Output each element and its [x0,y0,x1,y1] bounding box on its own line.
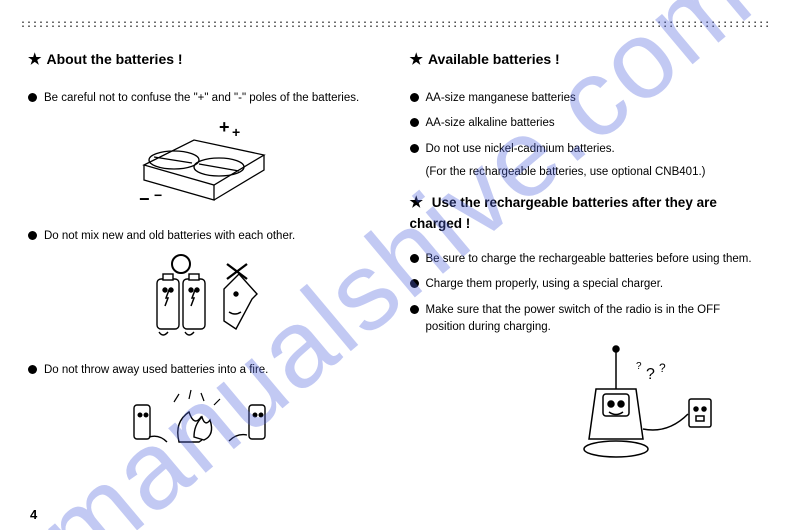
bullet-icon [28,365,37,374]
bullet-manganese: AA-size manganese batteries [410,90,762,107]
bullet-power-off: Make sure that the power switch of the r… [410,302,762,337]
bullet-special-charger: Charge them properly, using a special ch… [410,276,762,293]
page-content: ★ About the batteries ! Be careful not to… [28,50,761,520]
bullet-nicad: Do not use nickel-cadmium batteries. [410,141,762,158]
illustration-radio-charging: ? ? ? [410,344,762,464]
decorative-border: ::::::::::::::::::::::::::::::::::::::::… [20,20,771,31]
bullet-icon [28,231,37,240]
bullet-polarity: Be careful not to confuse the "+" and "-… [28,90,380,107]
bullet-alkaline: AA-size alkaline batteries [410,115,762,132]
sub-text-cnb401: (For the rechargeable batteries, use opt… [426,166,762,178]
heading-available-batteries: ★ Available batteries ! [410,50,762,68]
bullet-icon [410,279,419,288]
bullet-icon [410,93,419,102]
svg-text:+: + [219,117,230,137]
page-number: 4 [30,507,37,522]
illustration-cartoon-batteries [28,254,380,344]
bullet-text: Do not mix new and old batteries with ea… [44,228,380,245]
bullet-icon [410,254,419,263]
heading-text: About the batteries ! [46,51,182,67]
left-column: ★ About the batteries ! Be careful not to… [28,50,380,520]
bullet-text: Be careful not to confuse the "+" and "-… [44,90,380,107]
star-icon: ★ [28,51,41,68]
heading-about-batteries: ★ About the batteries ! [28,50,380,68]
bullet-text: AA-size alkaline batteries [426,115,762,132]
bullet-text: Do not use nickel-cadmium batteries. [426,141,762,158]
illustration-battery-box: + + − − [28,115,380,210]
bullet-charge-before: Be sure to charge the rechargeable batte… [410,251,762,268]
svg-text:+: + [232,124,240,140]
right-column: ★ Available batteries ! AA-size manganese… [410,50,762,520]
bullet-mix-old-new: Do not mix new and old batteries with ea… [28,228,380,245]
star-icon: ★ [410,51,423,68]
bullet-icon [410,144,419,153]
bullet-text: Make sure that the power switch of the r… [426,302,762,337]
heading-text: Use the rechargeable batteries after the… [410,195,717,231]
svg-text:?: ? [636,361,642,372]
svg-text:?: ? [646,366,655,383]
svg-text:?: ? [659,361,666,375]
bullet-text: AA-size manganese batteries [426,90,762,107]
bullet-icon [410,305,419,314]
bullet-fire: Do not throw away used batteries into a … [28,362,380,379]
star-icon: ★ [410,194,423,211]
bullet-icon [410,118,419,127]
bullet-text: Charge them properly, using a special ch… [426,276,762,293]
svg-text:−: − [154,187,162,203]
bullet-text: Do not throw away used batteries into a … [44,362,380,379]
bullet-text: Be sure to charge the rechargeable batte… [426,251,762,268]
heading-rechargeable: ★ Use the rechargeable batteries after t… [410,192,762,233]
bullet-icon [28,93,37,102]
heading-text: Available batteries ! [428,51,560,67]
illustration-fire [28,387,380,457]
svg-text:−: − [139,189,150,209]
